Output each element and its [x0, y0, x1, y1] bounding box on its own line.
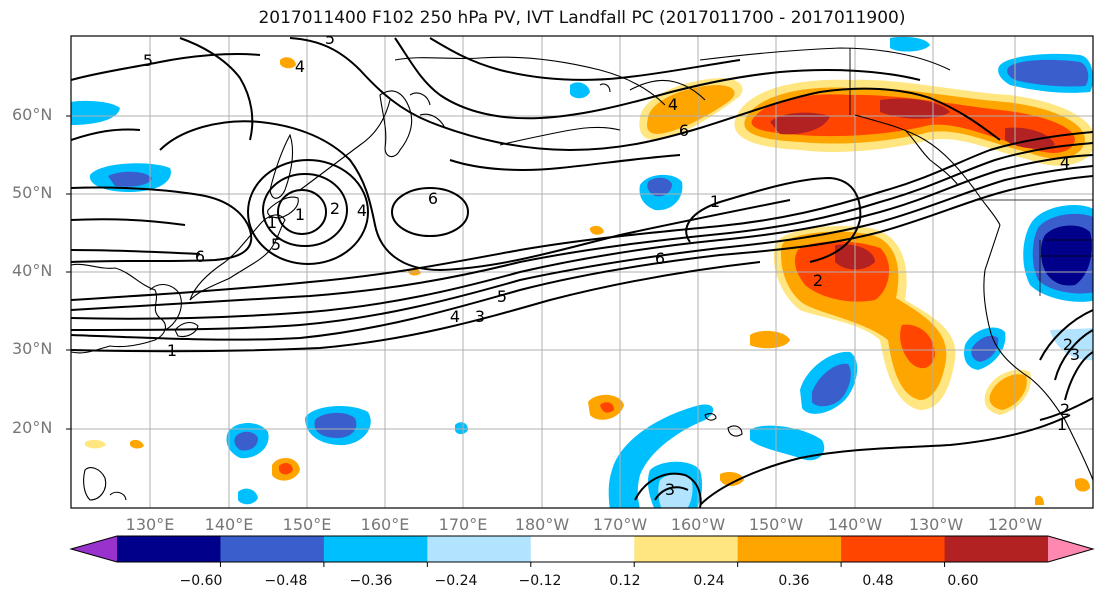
contour-label: 4: [1060, 153, 1070, 172]
colorbar-extend-max: [1048, 536, 1093, 562]
colorbar-segment: [944, 536, 1049, 562]
colorbar-segment: [323, 536, 428, 562]
tick-marks: [66, 115, 71, 430]
contour-label: 2: [330, 199, 340, 218]
contour-label: 4: [450, 307, 460, 326]
colorbar-segment: [634, 536, 739, 562]
contour-label: 5: [271, 235, 281, 254]
positive-anomaly-small-blobs: [85, 57, 1090, 505]
colorbar-tick-label: 0.48: [862, 573, 894, 589]
colorbar-tick-label: 0.24: [693, 573, 725, 589]
colorbar-tick-label: 0.12: [609, 573, 641, 589]
colorbar-extend-min: [71, 536, 117, 562]
colorbar-tick-label: −0.48: [264, 573, 308, 589]
contour-label: 6: [195, 247, 205, 266]
colorbar-segment: [220, 536, 325, 562]
colorbar: [69, 535, 1095, 567]
negative-anomaly-hawaii-arc: [608, 404, 714, 508]
contour-label: 1: [710, 192, 720, 211]
lon-label: 150°E: [282, 515, 332, 534]
negative-anomaly-northeast: [998, 53, 1093, 93]
contour-label: 2: [1060, 400, 1070, 419]
contour-label: 6: [679, 121, 689, 140]
contour-label: 5: [497, 287, 507, 306]
contour-label: 1: [1057, 415, 1067, 434]
lon-label: 150°W: [748, 515, 804, 534]
colorbar-tick-label: −0.60: [179, 573, 223, 589]
colorbar-tick-label: −0.12: [518, 573, 562, 589]
lon-label: 140°E: [204, 515, 254, 534]
lat-label: 40°N: [12, 261, 53, 280]
lon-label: 140°W: [827, 515, 883, 534]
lon-label: 170°E: [438, 515, 488, 534]
lon-label: 170°W: [592, 515, 648, 534]
map-title: 2017011400 F102 250 hPa PV, IVT Landfall…: [258, 8, 906, 28]
colorbar-outline: [69, 535, 1095, 563]
lon-label: 160°W: [670, 515, 726, 534]
lat-label: 60°N: [12, 105, 53, 124]
colorbar-tick-label: 0.60: [947, 573, 979, 589]
contour-label: 3: [665, 480, 675, 499]
contour-label: 6: [655, 249, 665, 268]
negative-anomaly-west-coast: [1023, 205, 1093, 302]
contour-label: 3: [475, 307, 485, 326]
contour-label: 1: [167, 341, 177, 360]
contour-label: 2: [813, 271, 823, 290]
contour-label: 4: [295, 57, 305, 76]
contour-label: 4: [357, 201, 367, 220]
lat-label: 50°N: [12, 183, 53, 202]
colorbar-tick-label: −0.24: [434, 573, 478, 589]
negative-anomaly-blobs: [71, 36, 1093, 505]
colorbar-tick-label: −0.36: [349, 573, 393, 589]
contour-label: 2: [1063, 335, 1073, 354]
contour-label: 6: [428, 189, 438, 208]
colorbar-tick-label: 0.36: [778, 573, 810, 589]
colorbar-segment: [530, 536, 635, 562]
lon-label: 120°W: [987, 515, 1043, 534]
pv-contours: [71, 37, 1093, 508]
contour-label: 1: [267, 213, 277, 232]
colorbar-segment: [737, 536, 842, 562]
lon-label: 130°W: [908, 515, 964, 534]
colorbar-segment: [427, 536, 532, 562]
contour-label: 1: [295, 205, 305, 224]
lon-label: 160°E: [360, 515, 410, 534]
contour-label: 4: [668, 95, 678, 114]
lon-label: 180°W: [514, 515, 570, 534]
lon-label: 130°E: [125, 515, 175, 534]
colorbar-segment: [841, 536, 946, 562]
contour-labels: 5 4 5 6 1 2 4 5 6 6 1 6 1 5 4 3 1 2 4 4 …: [143, 29, 1080, 499]
contour-label: 5: [325, 29, 335, 48]
contour-label: 3: [1070, 345, 1080, 364]
contour-label: 5: [143, 51, 153, 70]
colorbar-segment: [117, 536, 221, 562]
lat-label: 20°N: [12, 418, 53, 437]
lat-label: 30°N: [12, 339, 53, 358]
